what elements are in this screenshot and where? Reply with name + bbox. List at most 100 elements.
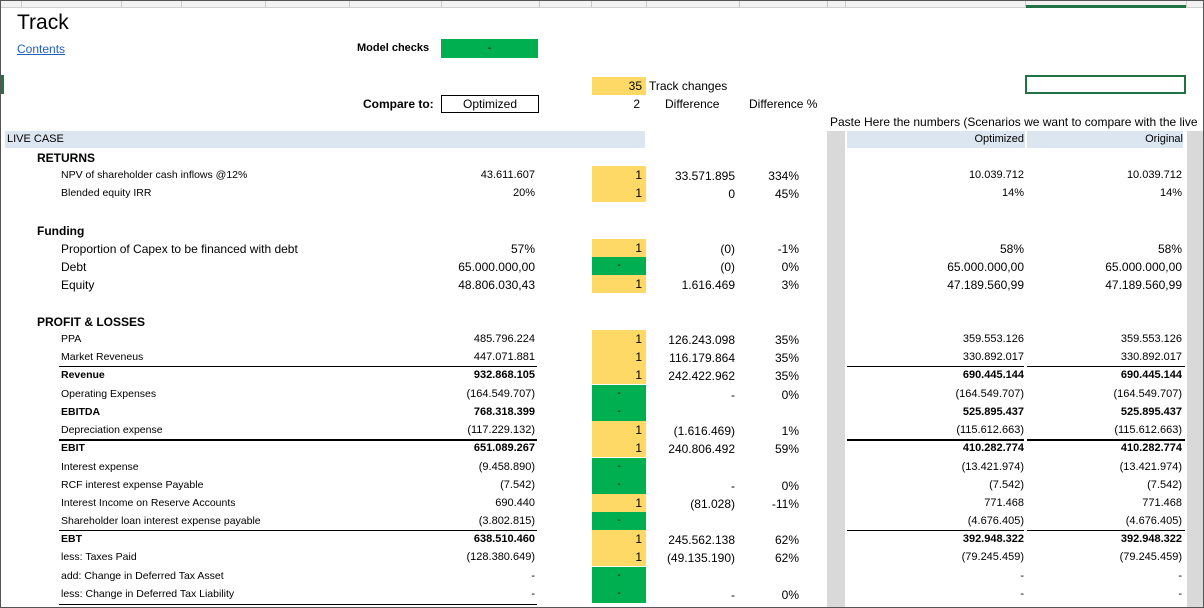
change-flag: 1 [592,184,646,202]
change-flag: - [592,567,646,585]
live-value: 485.796.224 [473,333,535,345]
difference-pct: 3% [781,278,799,292]
optimized-header: Optimized [847,131,1025,148]
difference-pct: 35% [774,351,799,365]
compare-to-dropdown[interactable]: Optimized [441,95,539,113]
original-value: 47.189.560,99 [1105,278,1182,292]
live-value: (164.549.707) [466,388,536,400]
subtotal-rule [1027,440,1185,441]
live-value: 768.318.399 [473,406,535,418]
original-value: (164.549.707) [1113,388,1183,400]
original-value: 359.553.126 [1120,333,1182,345]
optimized-value: 330.892.017 [962,351,1024,363]
difference-value: (49.135.190) [666,551,735,565]
row-label: Shareholder loan interest expense payabl… [61,515,261,527]
original-value: 10.039.712 [1126,169,1182,181]
change-flag: 1 [592,366,646,384]
live-value: 57% [510,242,535,256]
change-flag: 1 [592,548,646,566]
optimized-value: 771.468 [984,497,1024,509]
subtotal-rule [847,440,1024,441]
change-flag: 1 [592,275,646,293]
difference-value: - [731,388,735,402]
difference-pct: 59% [774,442,799,456]
change-flag: 1 [592,348,646,366]
optimized-value: - [1020,588,1024,600]
row-label: less: Taxes Paid [61,551,137,563]
change-flag: 1 [592,494,646,512]
difference-value: 245.562.138 [668,533,735,547]
difference-value: 126.243.098 [668,333,735,347]
optimized-value: (7.542) [989,479,1024,491]
original-value: (13.421.974) [1119,461,1182,473]
row-label: Operating Expenses [61,388,157,400]
difference-value: (81.028) [690,497,735,511]
subtotal-rule [1027,439,1185,440]
optimized-value: 10.039.712 [968,169,1024,181]
row-label: Proportion of Capex to be financed with … [61,242,298,256]
row-label: Blended equity IRR [61,187,152,199]
difference-value: (0) [720,260,735,274]
change-flag: - [592,257,646,275]
contents-link[interactable]: Contents [17,42,66,56]
subtotal-rule [59,530,537,531]
difference-header: Difference [665,97,720,111]
optimized-value: 690.445.144 [962,369,1024,381]
change-flag: - [592,476,646,494]
difference-value: 116.179.864 [669,351,735,365]
original-value: (115.612.663) [1114,424,1182,436]
difference-pct: 1% [781,424,799,438]
difference-pct: 0% [781,260,799,274]
live-value: 690.440 [495,497,535,509]
row-label: EBIT [61,442,85,454]
change-flag: - [592,385,646,403]
funding-section-title: Funding [37,224,85,238]
optimized-value: - [1020,570,1024,582]
selected-column-indicator [1026,5,1186,8]
original-value: 65.000.000,00 [1105,260,1182,274]
active-cell-selection[interactable] [1025,75,1186,94]
change-flag: - [592,585,646,603]
difference-value: 242.422.962 [668,369,735,383]
optimized-value: (115.612.663) [956,424,1024,436]
change-flag: 1 [592,166,646,184]
live-case-header: LIVE CASE [5,131,645,148]
paste-note: Paste Here the numbers (Scenarios we wan… [830,115,1198,129]
optimized-value: 47.189.560,99 [947,278,1024,292]
optimized-value: (4.676.405) [967,515,1024,527]
returns-section-title: RETURNS [37,151,96,165]
row-label: Equity [61,278,95,292]
original-value: 330.892.017 [1120,351,1182,363]
live-value: (9.458.890) [478,461,535,473]
difference-pct: -11% [771,497,799,511]
optimized-value: 14% [1001,187,1024,199]
change-flag: 1 [592,530,646,548]
row-label: Interest Income on Reserve Accounts [61,497,236,509]
row-label: Revenue [61,369,105,381]
optimized-value: (13.421.974) [961,461,1024,473]
row-label: Debt [61,260,87,274]
subtotal-rule [59,440,537,441]
difference-pct: 35% [774,369,799,383]
live-value: 932.868.105 [473,369,535,381]
optimized-value: 392.948.322 [962,533,1024,545]
subtotal-rule [59,366,537,367]
original-value: - [1178,588,1182,600]
live-value: - [531,570,535,582]
bottom-rule [59,604,537,605]
subtotal-rule [1027,530,1185,531]
original-value: 525.895.437 [1120,406,1182,418]
difference-pct: -1% [777,242,799,256]
optimized-value: 525.895.437 [962,406,1024,418]
row-label: Market Reveneus [61,351,144,363]
row-label: Interest expense [61,461,139,473]
difference-pct: 45% [774,187,799,201]
compare-to-label: Compare to: [363,97,434,111]
separator-column [827,131,845,607]
subtotal-rule [847,439,1024,440]
live-value: 638.510.460 [473,533,535,545]
row-label: add: Change in Deferred Tax Asset [61,570,224,582]
column-header-strip [1,1,1203,8]
original-value: - [1178,570,1182,582]
